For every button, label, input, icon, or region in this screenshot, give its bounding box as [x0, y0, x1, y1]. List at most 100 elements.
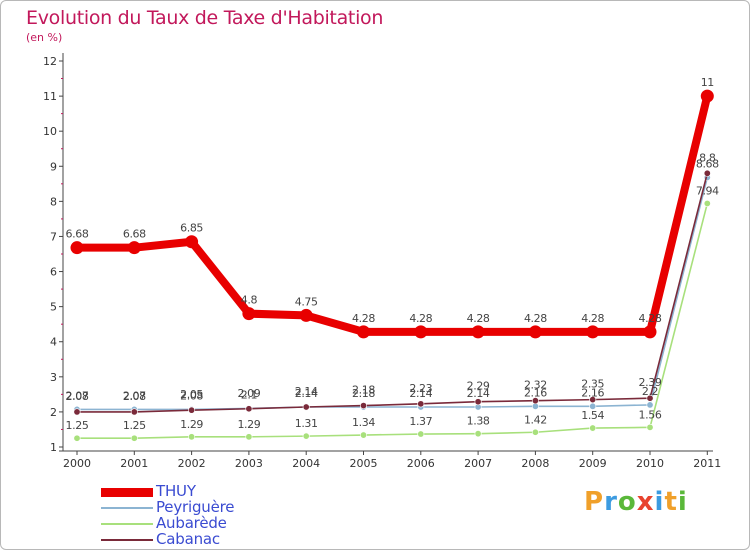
data-label: 2.08	[123, 390, 146, 403]
data-point	[471, 325, 485, 339]
brand-letter: o	[617, 487, 637, 517]
data-label: 2.39	[639, 376, 662, 389]
legend-label: Cabanac	[156, 530, 220, 548]
brand-logo: Proxiti	[584, 487, 688, 517]
y-tick-label: 8	[50, 195, 57, 208]
x-tick-label: 2005	[350, 457, 378, 470]
data-label: 2.35	[581, 378, 604, 391]
data-point	[589, 396, 597, 404]
x-tick-label: 2011	[693, 457, 721, 470]
data-label: 4.28	[409, 312, 432, 325]
data-label: 2.14	[295, 387, 318, 400]
y-tick-label: 11	[43, 90, 57, 103]
data-label: 1.38	[467, 415, 490, 428]
data-point	[531, 397, 539, 405]
data-label: 4.28	[639, 312, 662, 325]
data-point	[357, 325, 370, 339]
legend-label: Aubarède	[156, 514, 227, 532]
brand-letter: x	[636, 487, 655, 517]
data-label: 2.07	[123, 389, 146, 402]
legend-label: Peyriguère	[156, 498, 235, 516]
data-point	[531, 428, 539, 436]
x-tick-label: 2009	[579, 457, 607, 470]
data-label: 1.29	[180, 418, 203, 431]
data-label: 2.16	[581, 386, 604, 399]
legend-label: THUY	[156, 482, 196, 500]
unit-label: (en %)	[26, 31, 63, 44]
data-point	[646, 401, 654, 409]
data-label: 2.16	[524, 386, 547, 399]
data-point	[242, 307, 256, 321]
data-label: 1.29	[237, 418, 260, 431]
x-tick-label: 2003	[235, 457, 263, 470]
brand-letter: i	[677, 487, 688, 517]
data-point	[359, 402, 367, 410]
data-label: 2.2	[642, 385, 658, 398]
data-label: 1.25	[123, 419, 146, 432]
legend-swatch	[101, 523, 153, 525]
y-tick-label: 1	[50, 441, 57, 454]
data-point	[586, 325, 600, 339]
data-label: 2.14	[467, 387, 490, 400]
y-tick-label: 9	[50, 160, 57, 173]
legend-swatch	[101, 539, 153, 541]
data-point	[474, 430, 482, 438]
data-label: 2.14	[409, 387, 432, 400]
data-label: 4.28	[352, 312, 375, 325]
data-point	[73, 434, 81, 442]
y-tick-label: 7	[50, 230, 57, 243]
data-point	[185, 235, 199, 249]
data-label: 1.25	[66, 419, 89, 432]
data-point	[130, 408, 138, 416]
data-point	[646, 423, 654, 431]
data-point	[414, 325, 428, 339]
data-label: 1.56	[639, 408, 662, 421]
series-line-3	[76, 172, 709, 413]
data-point	[700, 89, 714, 103]
data-point	[299, 308, 313, 322]
x-tick-label: 2006	[407, 457, 435, 470]
legend-swatch	[101, 487, 153, 497]
y-tick-label: 5	[50, 301, 57, 314]
data-point	[127, 241, 141, 255]
data-point	[188, 433, 196, 441]
brand-letter: r	[604, 487, 618, 517]
data-point	[528, 325, 542, 339]
data-label: 4.28	[524, 312, 547, 325]
series-line-1	[76, 176, 709, 411]
data-point	[245, 433, 253, 441]
data-label: 1.34	[352, 416, 375, 429]
data-point	[245, 405, 253, 413]
data-label: 2.32	[524, 379, 547, 392]
x-tick-label: 2004	[292, 457, 320, 470]
data-point	[188, 406, 196, 414]
data-point	[302, 432, 310, 440]
data-point	[70, 241, 84, 255]
series-line-0	[73, 92, 712, 336]
data-label: 8.8	[699, 151, 716, 164]
data-label: 4.75	[295, 295, 318, 308]
y-tick-label: 2	[50, 406, 57, 419]
data-label: 8.68	[696, 158, 719, 171]
y-tick-label: 4	[50, 336, 57, 349]
data-label: 6.68	[66, 228, 89, 241]
x-tick-label: 2008	[521, 457, 549, 470]
data-label: 2.29	[467, 380, 490, 393]
chart-title: Evolution du Taux de Taxe d'Habitation	[26, 7, 384, 29]
data-label: 2.09	[237, 387, 260, 400]
y-tick-label: 10	[43, 125, 57, 138]
data-label: 2.18	[352, 387, 375, 400]
data-point	[703, 199, 711, 207]
data-label: 6.85	[180, 222, 203, 235]
data-point	[643, 325, 657, 339]
brand-letter: i	[654, 487, 665, 517]
data-point	[703, 169, 711, 177]
data-label: 2.1	[241, 388, 257, 401]
data-label: 2.08	[180, 389, 203, 402]
y-tick-label: 12	[43, 55, 57, 68]
data-point	[646, 394, 654, 402]
series-line-2	[76, 202, 709, 440]
data-label: 2.23	[409, 382, 432, 395]
